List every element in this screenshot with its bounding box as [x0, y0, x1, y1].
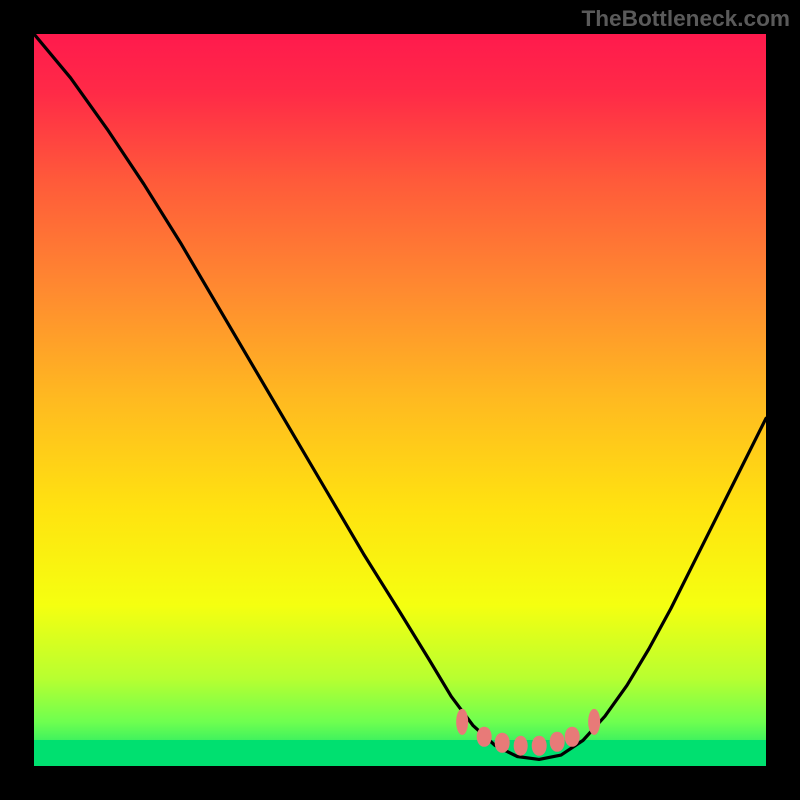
optimal-marker: [477, 726, 492, 746]
optimal-marker: [550, 732, 565, 752]
plot-area: [34, 34, 766, 766]
optimal-marker: [565, 726, 580, 746]
plot-outer-frame: [0, 0, 800, 800]
optimal-marker: [532, 735, 547, 755]
optimal-marker: [513, 735, 528, 755]
optimal-marker: [588, 709, 600, 735]
optimal-range-markers: [34, 34, 766, 766]
watermark-text: TheBottleneck.com: [581, 6, 790, 32]
optimal-marker: [456, 709, 468, 735]
optimal-marker: [495, 732, 510, 752]
